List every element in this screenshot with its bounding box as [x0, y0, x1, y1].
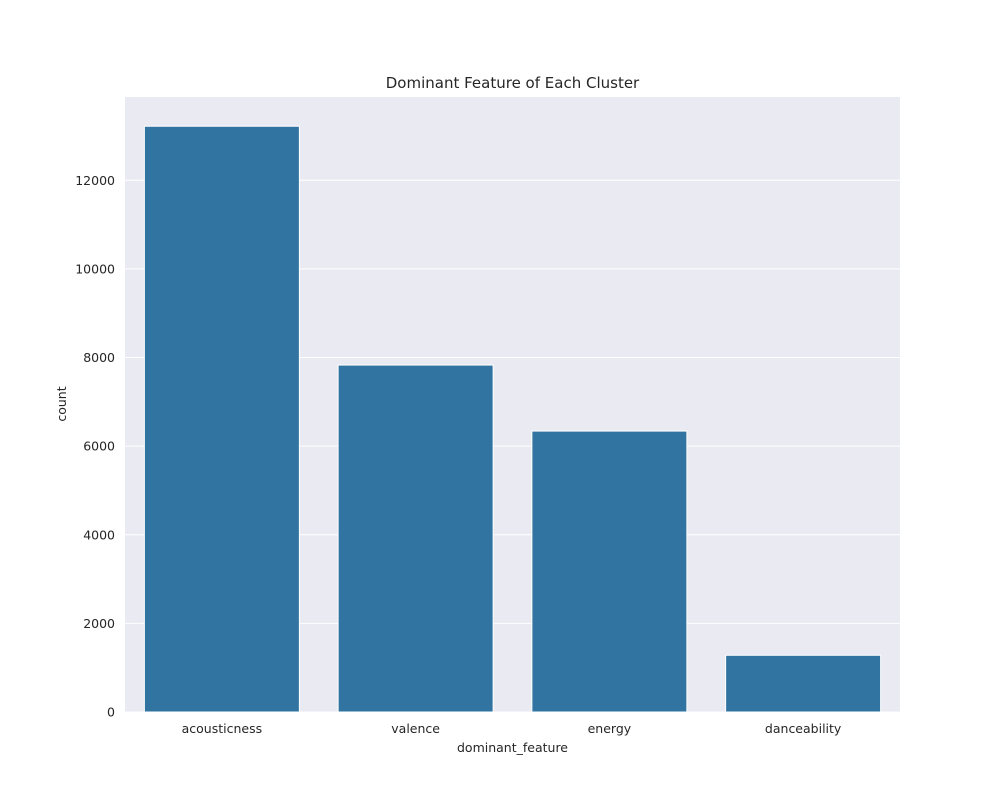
bars	[143, 125, 882, 713]
x-tick-label: energy	[588, 721, 632, 736]
x-tick-label: danceability	[765, 721, 842, 736]
y-tick-label: 10000	[75, 261, 115, 276]
x-axis-label: dominant_feature	[457, 740, 568, 755]
y-tick-label: 2000	[83, 616, 115, 631]
y-tick-label: 12000	[75, 173, 115, 188]
y-axis-label: count	[54, 386, 69, 421]
bar-valence	[337, 364, 494, 713]
y-tick-label: 6000	[83, 439, 115, 454]
bar-acousticness	[143, 125, 300, 713]
bar-danceability	[725, 654, 882, 713]
y-axis-ticks: 0 2000 4000 6000 8000 10000 12000	[75, 173, 115, 720]
x-axis-ticks: acousticness valence energy danceability	[182, 721, 842, 736]
bar-energy	[531, 430, 688, 713]
x-tick-label: valence	[391, 721, 440, 736]
y-tick-label: 8000	[83, 350, 115, 365]
x-tick-label: acousticness	[182, 721, 263, 736]
chart-title: Dominant Feature of Each Cluster	[386, 74, 640, 92]
y-tick-label: 0	[107, 705, 115, 720]
y-tick-label: 4000	[83, 527, 115, 542]
